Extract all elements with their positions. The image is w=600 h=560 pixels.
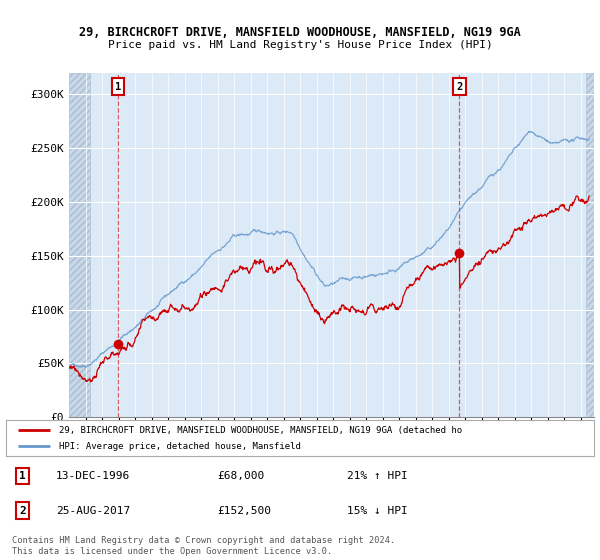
Text: 1: 1 [115, 82, 121, 92]
Text: 21% ↑ HPI: 21% ↑ HPI [347, 471, 408, 481]
Text: HPI: Average price, detached house, Mansfield: HPI: Average price, detached house, Mans… [59, 442, 301, 451]
Text: £152,500: £152,500 [218, 506, 272, 516]
Text: 25-AUG-2017: 25-AUG-2017 [56, 506, 130, 516]
Text: 29, BIRCHCROFT DRIVE, MANSFIELD WOODHOUSE, MANSFIELD, NG19 9GA: 29, BIRCHCROFT DRIVE, MANSFIELD WOODHOUS… [79, 26, 521, 39]
Bar [69, 73, 91, 417]
Text: 1: 1 [19, 471, 26, 481]
Bar [586, 73, 594, 417]
Text: 15% ↓ HPI: 15% ↓ HPI [347, 506, 408, 516]
Text: 29, BIRCHCROFT DRIVE, MANSFIELD WOODHOUSE, MANSFIELD, NG19 9GA (detached ho: 29, BIRCHCROFT DRIVE, MANSFIELD WOODHOUS… [59, 426, 462, 435]
Text: £68,000: £68,000 [218, 471, 265, 481]
Text: Contains HM Land Registry data © Crown copyright and database right 2024.
This d: Contains HM Land Registry data © Crown c… [12, 536, 395, 556]
Text: 2: 2 [19, 506, 26, 516]
Text: 13-DEC-1996: 13-DEC-1996 [56, 471, 130, 481]
Text: 2: 2 [457, 82, 463, 92]
Text: Price paid vs. HM Land Registry's House Price Index (HPI): Price paid vs. HM Land Registry's House … [107, 40, 493, 50]
